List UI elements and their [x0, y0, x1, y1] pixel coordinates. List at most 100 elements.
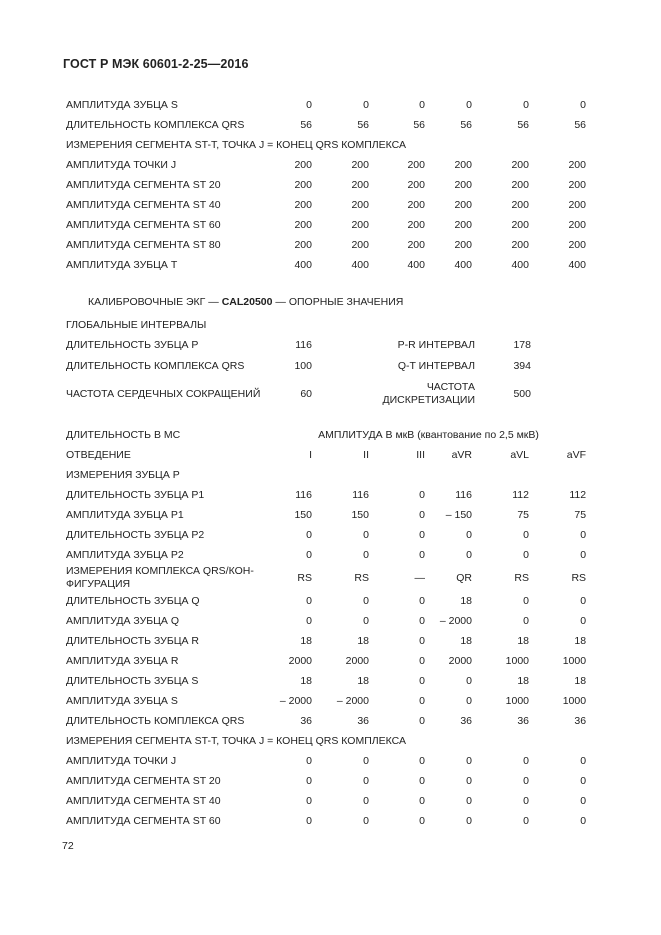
cell-value: 0	[523, 98, 529, 111]
row-label: АМПЛИТУДА ЗУБЦА T	[66, 258, 178, 271]
cell-value: 116	[295, 488, 312, 501]
table-row: ИЗМЕРЕНИЯ КОМПЛЕКСА QRS/КОН- ФИГУРАЦИЯ RS…	[66, 565, 586, 591]
cell-value: 0	[580, 814, 587, 827]
cell-value: 2000	[288, 654, 312, 667]
cell-value: 116	[295, 339, 312, 351]
row-label: ЧАСТОТА СЕРДЕЧНЫХ СОКРАЩЕНИЙ	[66, 387, 261, 400]
cell-value: 0	[419, 488, 425, 501]
row-label: ДЛИТЕЛЬНОСТЬ ЗУБЦА P	[66, 339, 199, 351]
cell-value: 0	[580, 754, 587, 767]
continuation-table-body: АМПЛИТУДА ЗУБЦА S 0 0 0 0 0 0 ДЛИТЕЛЬНОСТЬ КОМП…	[66, 95, 586, 275]
cell-value: 0	[419, 814, 425, 827]
cell-value: 2000	[448, 654, 472, 667]
continuation-table: АМПЛИТУДА ЗУБЦА S 0 0 0 0 0 0 ДЛИТЕЛЬНОСТЬ КОМП…	[66, 95, 586, 275]
cell-value: 116	[352, 488, 369, 501]
cell-value: 18	[357, 634, 369, 647]
cell-value: 200	[568, 238, 586, 251]
cell-value: 200	[351, 238, 369, 251]
table-row: ДЛИТЕЛЬНОСТЬ КОМПЛЕКСА QRS 56 56 56 56 56 56	[66, 115, 586, 135]
table-row: ДЛИТЕЛЬНОСТЬ КОМПЛЕКСА QRS 36 36 0 36 36 36	[66, 711, 586, 731]
table-row: АМПЛИТУДА ЗУБЦА P1 150 150 0 – 150 75 75	[66, 505, 586, 525]
cell-value: 0	[523, 528, 529, 541]
row-label: ДЛИТЕЛЬНОСТЬ ЗУБЦА P1	[66, 488, 205, 501]
lead-row-label: ОТВЕДЕНИЕ	[66, 448, 131, 461]
table-row: АМПЛИТУДА СЕГМЕНТА ST 80 200 200 200 200 200 2…	[66, 235, 586, 255]
row-label: АМПЛИТУДА ЗУБЦА R	[66, 654, 179, 667]
table-row: АМПЛИТУДА ТОЧКИ J 200 200 200 200 200 200	[66, 155, 586, 175]
table-row: АМПЛИТУДА СЕГМЕНТА ST 20 0 0 0 0 0 0	[66, 771, 586, 791]
cell-value: 200	[454, 178, 472, 191]
lead-header-row: ОТВЕДЕНИЕ I II III aVR aVL aVF	[66, 445, 586, 465]
cell-value: 0	[306, 774, 312, 787]
cell-value: 1000	[505, 694, 529, 707]
table-row: АМПЛИТУДА ЗУБЦА S – 2000 – 2000 0 0 1000 1000	[66, 691, 586, 711]
calibration-heading-prefix: КАЛИБРОВОЧНЫЕ ЭКГ —	[88, 296, 222, 308]
cell-value: 75	[574, 508, 587, 521]
row-label: P-R ИНТЕРВАЛ	[397, 339, 475, 351]
table-row: ЧАСТОТА СЕРДЕЧНЫХ СОКРАЩЕНИЙ 60 ЧАСТОТА …	[66, 377, 531, 411]
table-row: АМПЛИТУДА СЕГМЕНТА ST 40 0 0 0 0 0 0	[66, 791, 586, 811]
cell-value: 150	[294, 508, 312, 521]
cell-value: 60	[300, 387, 312, 400]
cell-value: 18	[460, 594, 472, 607]
cell-value: 0	[466, 528, 472, 541]
cell-value: 56	[517, 118, 529, 131]
cell-value: 150	[351, 508, 369, 521]
cell-value: 112	[569, 488, 587, 501]
cell-value: 200	[407, 238, 425, 251]
cell-value: 400	[407, 258, 425, 271]
cell-value: 56	[300, 118, 312, 131]
cell-value: 0	[363, 814, 369, 827]
cell-value: RS	[297, 571, 312, 584]
cell-value: 0	[419, 508, 425, 521]
cell-value: 200	[407, 198, 425, 211]
cell-value: RS	[354, 571, 369, 584]
row-label: АМПЛИТУДА ЗУБЦА P1	[66, 508, 184, 521]
cell-value: 18	[460, 634, 472, 647]
section-label: ИЗМЕРЕНИЯ СЕГМЕНТА ST-T, ТОЧКА J = КОНЕЦ…	[66, 138, 406, 151]
cell-value: 200	[351, 218, 369, 231]
cell-value: 200	[294, 178, 312, 191]
cell-value: 200	[511, 158, 529, 171]
cell-value: —	[414, 571, 426, 584]
cell-value: 0	[363, 614, 369, 627]
row-label: АМПЛИТУДА ЗУБЦА P2	[66, 548, 184, 561]
cell-value: 400	[351, 258, 369, 271]
cell-value: 0	[419, 774, 425, 787]
section-label: ИЗМЕРЕНИЯ СЕГМЕНТА ST-T, ТОЧКА J = КОНЕЦ…	[66, 734, 406, 747]
table-row: АМПЛИТУДА ЗУБЦА P2 0 0 0 0 0 0	[66, 545, 586, 565]
cell-value: 0	[419, 654, 425, 667]
cell-value: 0	[306, 814, 312, 827]
cell-value: 56	[413, 118, 425, 131]
cell-value: 0	[523, 594, 529, 607]
cell-value: 0	[523, 614, 529, 627]
row-label: Q-T ИНТЕРВАЛ	[397, 360, 475, 372]
section-row: ИЗМЕРЕНИЯ СЕГМЕНТА ST-T, ТОЧКА J = КОНЕЦ…	[66, 135, 586, 155]
cell-value: 200	[294, 218, 312, 231]
cell-value: RS	[571, 571, 587, 584]
row-label: АМПЛИТУДА СЕГМЕНТА ST 80	[66, 238, 221, 251]
table-row: ДЛИТЕЛЬНОСТЬ ЗУБЦА S 18 18 0 0 18 18	[66, 671, 586, 691]
cell-value: 0	[466, 548, 472, 561]
row-label: АМПЛИТУДА ТОЧКИ J	[66, 754, 177, 767]
cell-value: 0	[419, 98, 425, 111]
cell-value: 200	[407, 218, 425, 231]
cell-value: 0	[363, 528, 369, 541]
cell-value: 0	[466, 694, 472, 707]
cell-value: 0	[419, 714, 425, 727]
cell-value: 36	[574, 714, 587, 727]
units-row: ДЛИТЕЛЬНОСТЬ В МС АМПЛИТУДА В мкВ (квант…	[66, 425, 586, 445]
cell-value: 200	[294, 198, 312, 211]
table-row: ДЛИТЕЛЬНОСТЬ ЗУБЦА P1 116 116 0 116 112 112	[66, 485, 586, 505]
cell-value: 75	[517, 508, 529, 521]
cell-value: 1000	[562, 654, 587, 667]
row-label: ДЛИТЕЛЬНОСТЬ ЗУБЦА S	[66, 674, 199, 687]
table-row: ДЛИТЕЛЬНОСТЬ ЗУБЦА Q 0 0 0 18 0 0	[66, 591, 586, 611]
cell-value: 0	[306, 614, 312, 627]
global-intervals-table: ДЛИТЕЛЬНОСТЬ ЗУБЦА P 116 P-R ИНТЕРВАЛ 17…	[66, 335, 531, 411]
amplitude-units-label: АМПЛИТУДА В мкВ (квантование по 2,5 мкВ)	[318, 428, 539, 441]
cell-value: 0	[580, 614, 587, 627]
cell-value: 0	[523, 548, 529, 561]
row-label: АМПЛИТУДА СЕГМЕНТА ST 40	[66, 794, 221, 807]
cell-value: 0	[580, 528, 587, 541]
